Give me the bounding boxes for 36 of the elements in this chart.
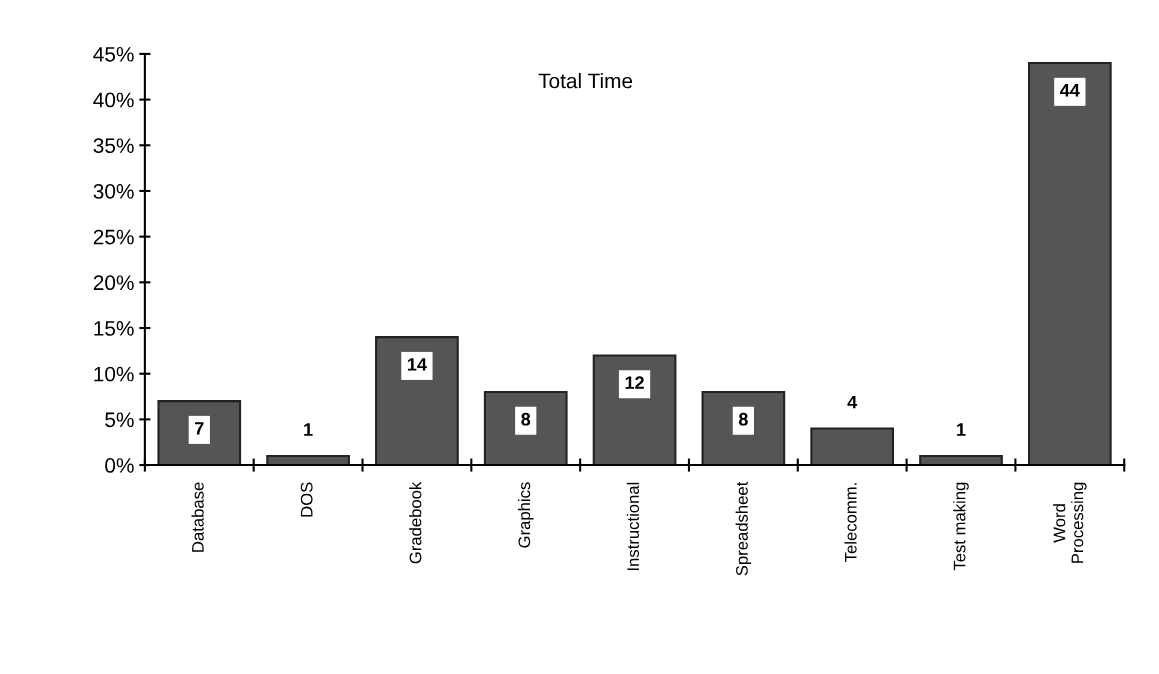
- data-label: 44: [1060, 84, 1080, 97]
- data-label: 7: [195, 422, 204, 435]
- data-label: 8: [738, 412, 748, 426]
- bar: [483, 390, 568, 466]
- data-label: 1: [304, 423, 313, 436]
- y-tick-label: 35%: [93, 138, 134, 154]
- x-tick-label: Word Processing: [1053, 482, 1087, 563]
- data-label: 8: [521, 412, 531, 426]
- bar: [157, 400, 242, 466]
- bar: [375, 336, 459, 466]
- y-tick-label: 20%: [93, 275, 134, 291]
- y-tick-label: 45%: [93, 47, 134, 62]
- x-tick-label: Test making: [953, 482, 969, 571]
- y-tick-label: 15%: [94, 321, 134, 336]
- text: Total Time: [538, 72, 633, 89]
- bar: [810, 427, 895, 466]
- y-tick-label: 10%: [94, 366, 134, 382]
- x-tick-label: Spreadsheet: [735, 481, 752, 576]
- y-tick-label: 5%: [105, 412, 134, 428]
- x-tick-label: Instructional: [626, 482, 640, 571]
- x-tick-label: Database: [191, 482, 204, 552]
- data-label: 4: [847, 395, 858, 409]
- data-label: 12: [625, 376, 644, 389]
- x-tick-label: Gradebook: [409, 481, 422, 564]
- x-tick-label: Telecomm.: [844, 483, 857, 562]
- bar: [701, 390, 786, 466]
- data-label: 1: [957, 423, 966, 436]
- bar: [592, 354, 677, 466]
- y-tick-label: 25%: [93, 229, 134, 245]
- x-tick-label: Graphics: [517, 482, 534, 548]
- y-tick-label: 30%: [93, 183, 134, 199]
- data-label: 14: [408, 358, 427, 371]
- y-tick-label: 40%: [93, 92, 134, 108]
- x-tick-label: DOS: [300, 482, 313, 517]
- y-tick-label: 0%: [105, 458, 134, 473]
- bar: [1027, 62, 1112, 466]
